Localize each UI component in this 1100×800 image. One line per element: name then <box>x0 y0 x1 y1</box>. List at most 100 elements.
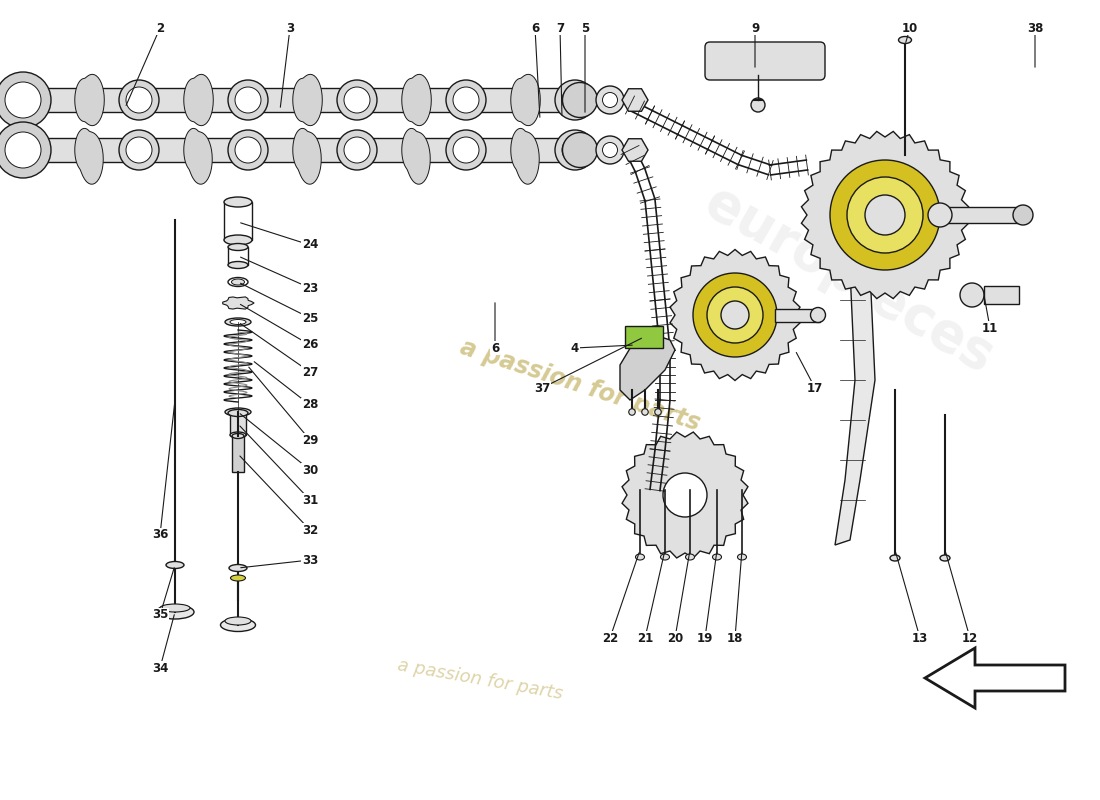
Circle shape <box>811 307 825 322</box>
Ellipse shape <box>228 243 248 250</box>
Polygon shape <box>293 74 322 126</box>
Polygon shape <box>402 129 430 184</box>
Text: a passion for parts: a passion for parts <box>396 657 564 703</box>
Text: 20: 20 <box>667 631 683 645</box>
Circle shape <box>6 132 41 168</box>
Ellipse shape <box>224 235 252 245</box>
Polygon shape <box>670 250 800 381</box>
Circle shape <box>751 98 764 112</box>
Circle shape <box>666 475 705 515</box>
Text: 22: 22 <box>602 631 618 645</box>
Ellipse shape <box>10 130 49 170</box>
Ellipse shape <box>596 136 624 164</box>
Ellipse shape <box>10 80 49 120</box>
Polygon shape <box>620 335 675 400</box>
Text: 21: 21 <box>637 631 653 645</box>
Polygon shape <box>222 297 254 309</box>
Polygon shape <box>621 89 648 111</box>
Text: 30: 30 <box>301 463 318 477</box>
Ellipse shape <box>654 409 661 415</box>
Text: 6: 6 <box>491 342 499 354</box>
Polygon shape <box>75 129 103 184</box>
Bar <box>228 247 248 265</box>
Text: 2: 2 <box>156 22 164 34</box>
Text: 18: 18 <box>727 631 744 645</box>
Text: 9: 9 <box>751 22 759 34</box>
Ellipse shape <box>562 137 588 163</box>
Text: 23: 23 <box>301 282 318 294</box>
Polygon shape <box>621 432 748 558</box>
Circle shape <box>720 301 749 329</box>
Text: 17: 17 <box>807 382 823 394</box>
Ellipse shape <box>562 87 588 113</box>
Text: 19: 19 <box>696 631 713 645</box>
Ellipse shape <box>166 562 184 569</box>
Bar <box>940 207 1025 223</box>
Ellipse shape <box>596 86 624 114</box>
Text: 10: 10 <box>902 22 918 34</box>
Ellipse shape <box>453 137 478 163</box>
Circle shape <box>1013 205 1033 225</box>
Ellipse shape <box>119 80 160 120</box>
Bar <box>15 138 580 162</box>
Ellipse shape <box>603 142 617 158</box>
Bar <box>776 309 820 322</box>
Ellipse shape <box>337 80 377 120</box>
Polygon shape <box>293 129 321 184</box>
Ellipse shape <box>226 617 251 625</box>
Ellipse shape <box>228 410 248 417</box>
Circle shape <box>830 160 940 270</box>
Polygon shape <box>75 74 104 126</box>
Polygon shape <box>184 129 212 184</box>
Ellipse shape <box>636 554 645 560</box>
Ellipse shape <box>156 605 194 619</box>
Circle shape <box>663 473 707 517</box>
Circle shape <box>865 195 905 235</box>
Ellipse shape <box>228 130 268 170</box>
Polygon shape <box>510 129 539 184</box>
Ellipse shape <box>230 319 246 325</box>
Text: 13: 13 <box>912 631 928 645</box>
Text: 36: 36 <box>152 529 168 542</box>
Ellipse shape <box>562 133 597 167</box>
Bar <box>224 202 252 240</box>
Bar <box>15 88 580 112</box>
Bar <box>230 413 246 435</box>
Circle shape <box>847 177 923 253</box>
Ellipse shape <box>890 555 900 561</box>
Polygon shape <box>621 138 648 162</box>
Text: 6: 6 <box>531 22 539 34</box>
FancyBboxPatch shape <box>705 42 825 80</box>
Ellipse shape <box>940 555 950 561</box>
Ellipse shape <box>446 130 486 170</box>
Polygon shape <box>184 74 213 126</box>
Ellipse shape <box>660 554 670 560</box>
Text: 3: 3 <box>286 22 294 34</box>
Circle shape <box>928 203 952 227</box>
Ellipse shape <box>119 130 160 170</box>
Ellipse shape <box>231 575 245 581</box>
Text: 12: 12 <box>961 631 978 645</box>
Ellipse shape <box>224 197 252 207</box>
Ellipse shape <box>685 554 694 560</box>
Circle shape <box>0 122 51 178</box>
Polygon shape <box>925 648 1065 708</box>
Text: 24: 24 <box>301 238 318 251</box>
Ellipse shape <box>556 80 595 120</box>
Polygon shape <box>510 74 540 126</box>
Polygon shape <box>802 131 969 298</box>
Ellipse shape <box>562 82 597 118</box>
Ellipse shape <box>235 137 261 163</box>
Ellipse shape <box>226 408 251 416</box>
Text: 35: 35 <box>152 609 168 622</box>
Ellipse shape <box>629 409 636 415</box>
Text: 28: 28 <box>301 398 318 411</box>
Ellipse shape <box>603 93 617 107</box>
Circle shape <box>857 187 913 243</box>
Ellipse shape <box>713 554 722 560</box>
Text: 37: 37 <box>534 382 550 394</box>
Ellipse shape <box>229 565 248 571</box>
Ellipse shape <box>16 87 43 113</box>
Circle shape <box>960 283 984 307</box>
Text: 5: 5 <box>581 22 590 34</box>
